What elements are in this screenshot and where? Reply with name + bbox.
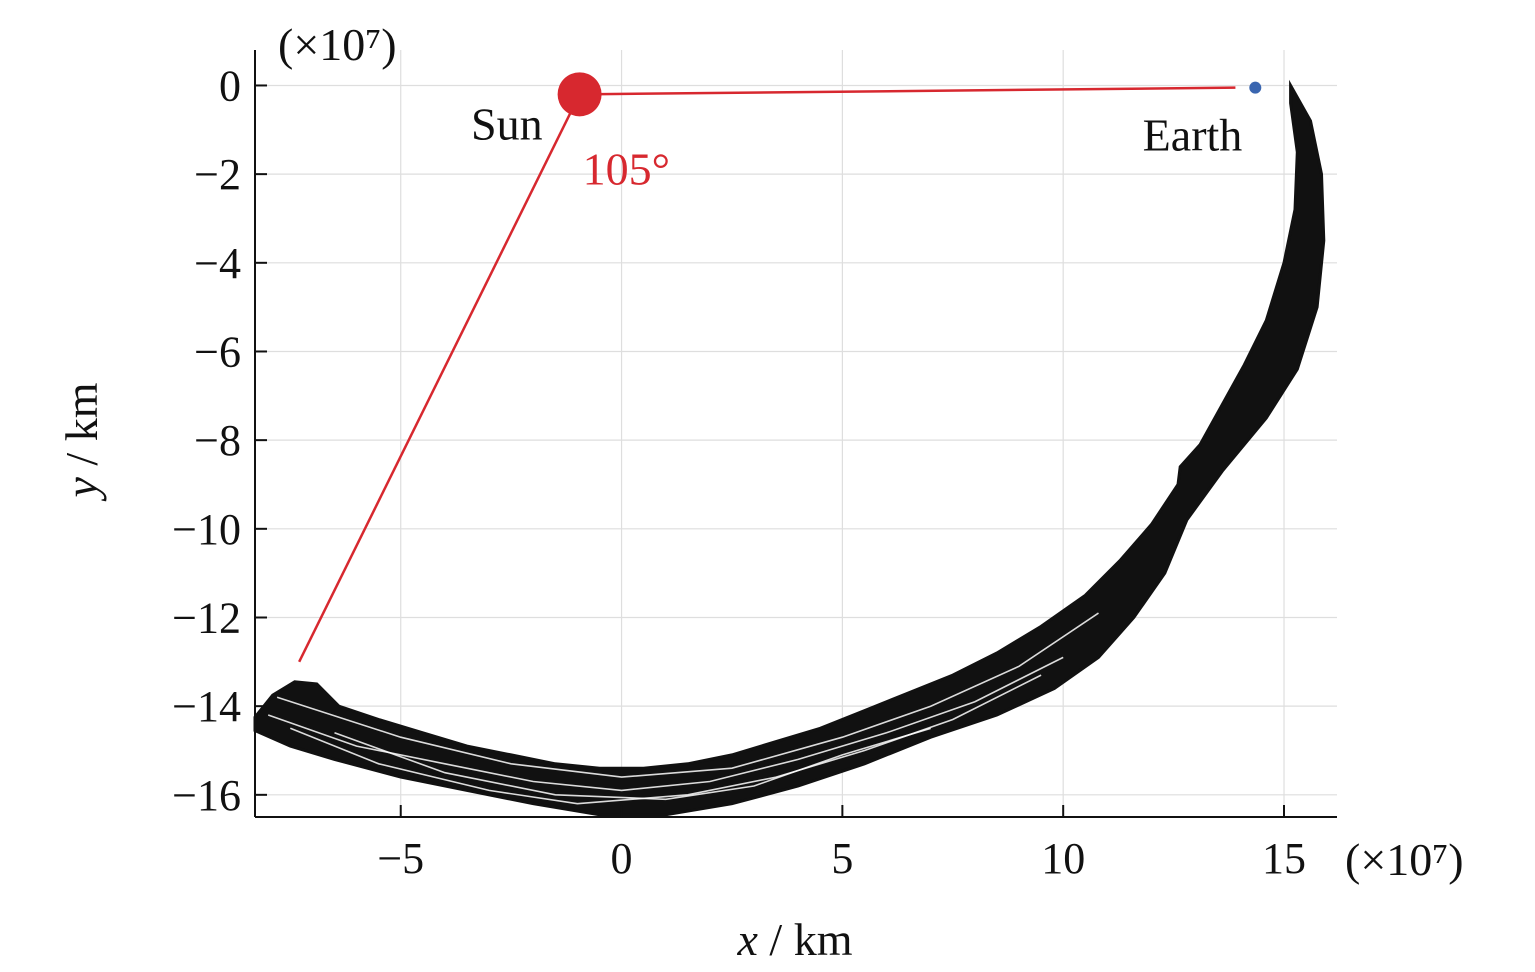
y-tick-label: −10	[172, 505, 241, 554]
angle-annotation: 105°	[583, 143, 670, 194]
x-axis-variable: x	[737, 914, 759, 965]
x-axis-multiplier: (×10⁷)	[1345, 834, 1464, 885]
x-tick-label: 5	[831, 834, 853, 883]
x-tick-label: 0	[611, 834, 633, 883]
trajectory-strand	[334, 727, 931, 801]
trajectory-strands	[267, 612, 1099, 805]
y-tick-label: −2	[194, 150, 241, 199]
y-axis-multiplier: (×10⁷)	[278, 19, 397, 70]
trajectory-strand	[267, 656, 1064, 792]
sun-label: Sun	[471, 98, 543, 149]
y-tick-label: −12	[172, 593, 241, 642]
y-tick-label: −4	[194, 239, 241, 288]
y-axis-unit: / km	[56, 382, 107, 477]
y-axis-ticks: 0 −2 −4 −6 −8 −10 −12 −14 −16	[172, 61, 267, 820]
y-tick-label: −8	[194, 416, 241, 465]
y-tick-label: −14	[172, 682, 241, 731]
angle-lines	[298, 86, 1236, 663]
axes	[254, 50, 1337, 818]
sun-earth-line	[579, 86, 1236, 96]
y-tick-label: 0	[219, 61, 241, 110]
x-tick-label: −5	[377, 834, 424, 883]
y-axis-label: y / km	[56, 382, 107, 501]
y-tick-label: −6	[194, 327, 241, 376]
plot-area	[253, 79, 1326, 817]
grid-lines	[255, 50, 1337, 817]
earth-marker	[1249, 81, 1262, 94]
trajectory-band	[253, 79, 1326, 817]
x-axis-unit: / km	[758, 914, 853, 965]
x-tick-label: 15	[1262, 834, 1306, 883]
sun-spacecraft-line	[298, 93, 581, 663]
x-tick-label: 10	[1041, 834, 1085, 883]
earth-label: Earth	[1143, 110, 1243, 161]
y-tick-label: −16	[172, 771, 241, 820]
x-axis-label: x / km	[737, 914, 853, 965]
sun-marker	[557, 72, 602, 117]
trajectory-strand	[276, 612, 1099, 778]
y-axis-variable: y	[56, 476, 107, 501]
x-axis-ticks: −5 0 5 10 15	[377, 805, 1306, 883]
